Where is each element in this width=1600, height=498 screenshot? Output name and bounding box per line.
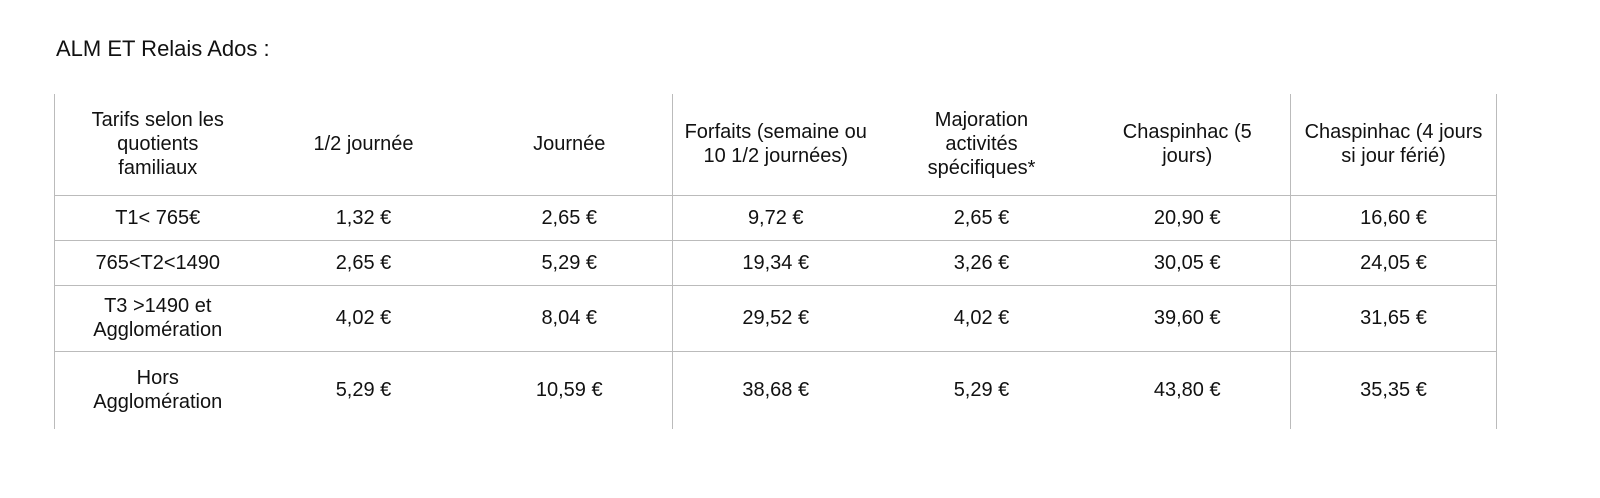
price-cell: 31,65 € <box>1290 285 1497 351</box>
price-cell: 20,90 € <box>1084 195 1291 240</box>
header-cell: Chaspinhac (5 jours) <box>1084 94 1291 195</box>
header-cell: Tarifs selon les quotients familiaux <box>54 94 261 195</box>
price-cell: 2,65 € <box>466 195 673 240</box>
table-row: T1< 765€ 1,32 € 2,65 € 9,72 € 2,65 € 20,90 €1… <box>54 195 1497 240</box>
header-cell: Chaspinhac (4 jours si jour férié) <box>1290 94 1497 195</box>
price-cell: 2,65 € <box>335 251 392 274</box>
price-cell: 9,72 € <box>747 206 804 229</box>
price-cell: 4,02 € <box>953 307 1010 329</box>
row-label-cell: T1< 765€ <box>54 195 261 240</box>
price-cell: 38,68 € <box>742 379 810 402</box>
price-cell: 2,65 € <box>953 206 1010 229</box>
price-cell: 5,29 € <box>335 379 392 402</box>
row-label-cell: Hors Agglomération <box>54 351 261 429</box>
price-cell: 19,34 € <box>742 251 810 274</box>
price-cell: 43,80 € <box>1084 351 1291 429</box>
row-label-cell: 765<T2<1490 <box>54 240 261 285</box>
table-row: T3 >1490 et Agglomération 4,02 € 8,04 € 29,… <box>54 285 1497 351</box>
price-cell: 39,60 € <box>1084 285 1291 351</box>
price-cell: 35,35 € <box>1290 351 1497 429</box>
price-cell: 24,05 € <box>1290 240 1497 285</box>
price-cell: 8,04 € <box>466 285 673 351</box>
price-cell: 5,29 € <box>466 240 673 285</box>
header-cell: 1/2 journée <box>313 133 414 156</box>
table-row: 765<T2<1490 2,65 € 5,29 € 19,34 € 3,26 € 30,0… <box>54 240 1497 285</box>
row-label-cell: T3 >1490 et Agglomération <box>54 285 261 351</box>
price-cell: 3,26 € <box>953 251 1010 274</box>
price-cell: 10,59 € <box>466 351 673 429</box>
header-cell: Majoration activités spécifiques* <box>927 109 1036 180</box>
price-cell: 16,60 € <box>1290 195 1497 240</box>
header-row: Tarifs selon les quotients familiaux 1/2… <box>54 94 1497 195</box>
price-cell: 30,05 € <box>1084 240 1291 285</box>
table-row: Hors Agglomération 5,29 € 10,59 € 38,68 € 5,… <box>54 351 1497 429</box>
price-cell: 29,52 € <box>742 307 810 329</box>
header-cell: Journée <box>466 94 673 195</box>
price-cell: 4,02 € <box>335 307 392 329</box>
price-cell: 1,32 € <box>335 206 392 229</box>
tariff-table: Tarifs selon les quotients familiaux 1/2… <box>54 94 1497 429</box>
price-cell: 5,29 € <box>953 379 1010 402</box>
page-title: ALM ET Relais Ados : <box>56 36 270 61</box>
header-cell: Forfaits (semaine ou 10 1/2 journées) <box>684 121 867 168</box>
